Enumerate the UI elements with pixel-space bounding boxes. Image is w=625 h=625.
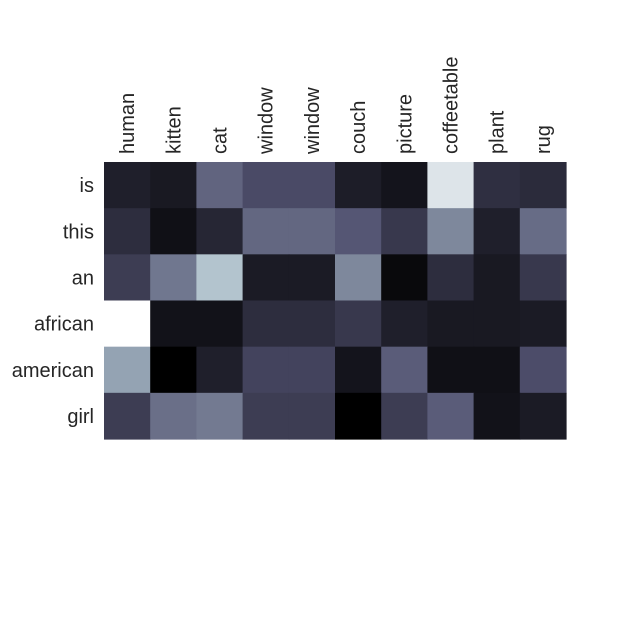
x-tick-label: couch <box>348 101 370 154</box>
heatmap-cell-african-human-0 <box>104 300 151 348</box>
heatmap-cell-is-picture-6 <box>381 162 428 209</box>
heatmap-cell-this-picture-6 <box>381 208 428 255</box>
x-tick-label: rug <box>533 125 555 154</box>
heatmap-cell-african-picture-6 <box>381 300 428 348</box>
heatmap-cell-american-picture-6 <box>381 346 428 394</box>
heatmap-cell-african-kitten-1 <box>150 300 197 348</box>
heatmap-cell-african-window-3 <box>242 300 290 348</box>
heatmap-cell-this-kitten-1 <box>150 208 197 255</box>
y-tick-label: african <box>34 314 94 336</box>
heatmap-cell-an-cat-2 <box>196 254 244 302</box>
heatmap-cell-girl-window-4 <box>288 392 336 440</box>
y-tick-label: is <box>80 175 94 197</box>
heatmap-cell-an-kitten-1 <box>150 254 197 302</box>
heatmap-cell-is-cat-2 <box>196 162 244 209</box>
heatmap-cell-african-rug-9 <box>519 300 567 348</box>
heatmap-cell-girl-couch-5 <box>335 392 382 440</box>
heatmap-cell-american-plant-8 <box>473 346 521 394</box>
heatmap-cell-is-window-4 <box>288 162 336 209</box>
heatmap-cell-american-coffeetable-7 <box>427 346 475 394</box>
heatmap-cell-this-window-3 <box>242 208 290 255</box>
heatmap-cell-this-rug-9 <box>519 208 567 255</box>
x-tick-labels: human kitten cat window window couch picture co… <box>117 57 555 156</box>
x-tick-label: cat <box>210 127 232 154</box>
heatmap-cell-an-rug-9 <box>519 254 567 302</box>
heatmap-cell-girl-human-0 <box>104 392 151 440</box>
heatmap-cell-african-window-4 <box>288 300 336 348</box>
heatmap-cell-american-window-3 <box>242 346 290 394</box>
heatmap-cell-an-human-0 <box>104 254 151 302</box>
heatmap-cell-this-plant-8 <box>473 208 521 255</box>
heatmap-cell-is-couch-5 <box>335 162 382 209</box>
heatmap-cell-an-picture-6 <box>381 254 428 302</box>
heatmap-cell-american-rug-9 <box>519 346 567 394</box>
heatmap-cell-an-window-3 <box>242 254 290 302</box>
heatmap-cell-is-rug-9 <box>519 162 567 209</box>
y-tick-label: an <box>72 267 94 289</box>
x-tick-label: window <box>256 87 278 155</box>
y-tick-labels: is this an african american girl <box>12 175 94 428</box>
y-tick-label: girl <box>67 406 94 428</box>
x-tick-label: kitten <box>163 106 185 154</box>
heatmap-cell-girl-coffeetable-7 <box>427 392 475 440</box>
x-tick-label: plant <box>487 110 509 154</box>
heatmap-cell-an-plant-8 <box>473 254 521 302</box>
heatmap-cell-is-plant-8 <box>473 162 521 209</box>
y-tick-label: american <box>12 360 94 382</box>
heatmap-cell-an-couch-5 <box>335 254 382 302</box>
heatmap-cells <box>104 162 567 440</box>
heatmap-cell-american-human-0 <box>104 346 151 394</box>
heatmap-cell-girl-picture-6 <box>381 392 428 440</box>
heatmap-cell-is-human-0 <box>104 162 151 209</box>
heatmap-cell-african-couch-5 <box>335 300 382 348</box>
x-tick-label: human <box>117 93 139 154</box>
heatmap-cell-girl-cat-2 <box>196 392 244 440</box>
heatmap-cell-african-coffeetable-7 <box>427 300 475 348</box>
heatmap-cell-this-window-4 <box>288 208 336 255</box>
heatmap-cell-this-human-0 <box>104 208 151 255</box>
heatmap-cell-is-coffeetable-7 <box>427 162 475 209</box>
heatmap-cell-an-window-4 <box>288 254 336 302</box>
heatmap-cell-african-plant-8 <box>473 300 521 348</box>
heatmap-cell-girl-window-3 <box>242 392 290 440</box>
heatmap-cell-this-coffeetable-7 <box>427 208 475 255</box>
x-tick-label: window <box>302 87 324 155</box>
heatmap-cell-american-couch-5 <box>335 346 382 394</box>
heatmap-cell-this-couch-5 <box>335 208 382 255</box>
heatmap-cell-american-window-4 <box>288 346 336 394</box>
heatmap-cell-girl-rug-9 <box>519 392 567 440</box>
heatmap-cell-american-cat-2 <box>196 346 244 394</box>
x-tick-label: coffeetable <box>441 57 463 155</box>
x-tick-label: picture <box>394 94 416 154</box>
heatmap-cell-american-kitten-1 <box>150 346 197 394</box>
heatmap-cell-girl-plant-8 <box>473 392 521 440</box>
heatmap-cell-african-cat-2 <box>196 300 244 348</box>
heatmap-cell-an-coffeetable-7 <box>427 254 475 302</box>
heatmap-cell-girl-kitten-1 <box>150 392 197 440</box>
y-tick-label: this <box>63 221 94 243</box>
heatmap-cell-this-cat-2 <box>196 208 244 255</box>
heatmap-cell-is-window-3 <box>242 162 290 209</box>
heatmap-cell-is-kitten-1 <box>150 162 197 209</box>
